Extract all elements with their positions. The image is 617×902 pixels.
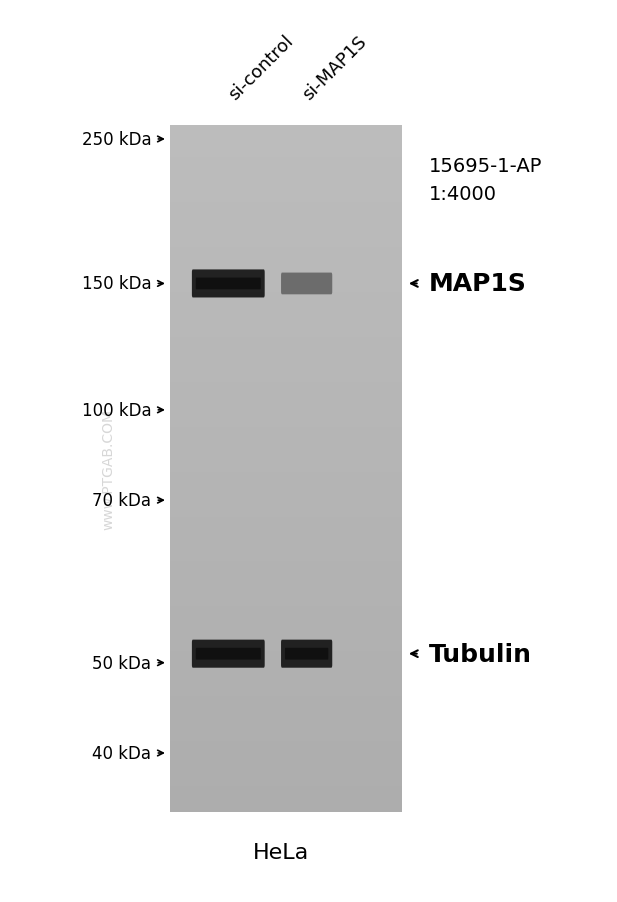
Text: 40 kDa: 40 kDa: [92, 744, 151, 762]
Text: 100 kDa: 100 kDa: [81, 401, 151, 419]
Text: 70 kDa: 70 kDa: [92, 492, 151, 510]
FancyBboxPatch shape: [192, 270, 265, 299]
FancyBboxPatch shape: [285, 648, 328, 660]
Text: HeLa: HeLa: [252, 842, 309, 862]
Text: Tubulin: Tubulin: [429, 642, 532, 666]
Text: 250 kDa: 250 kDa: [81, 131, 151, 149]
Text: si-MAP1S: si-MAP1S: [299, 32, 370, 104]
Text: 15695-1-AP
1:4000: 15695-1-AP 1:4000: [429, 157, 542, 204]
Text: si-control: si-control: [225, 32, 297, 104]
Text: 150 kDa: 150 kDa: [81, 275, 151, 293]
FancyBboxPatch shape: [196, 648, 261, 660]
Text: www.PTGAB.COM: www.PTGAB.COM: [101, 409, 115, 529]
Text: 50 kDa: 50 kDa: [92, 654, 151, 672]
Text: MAP1S: MAP1S: [429, 272, 527, 296]
FancyBboxPatch shape: [192, 640, 265, 668]
FancyBboxPatch shape: [281, 273, 332, 295]
FancyBboxPatch shape: [196, 278, 261, 290]
FancyBboxPatch shape: [281, 640, 332, 668]
